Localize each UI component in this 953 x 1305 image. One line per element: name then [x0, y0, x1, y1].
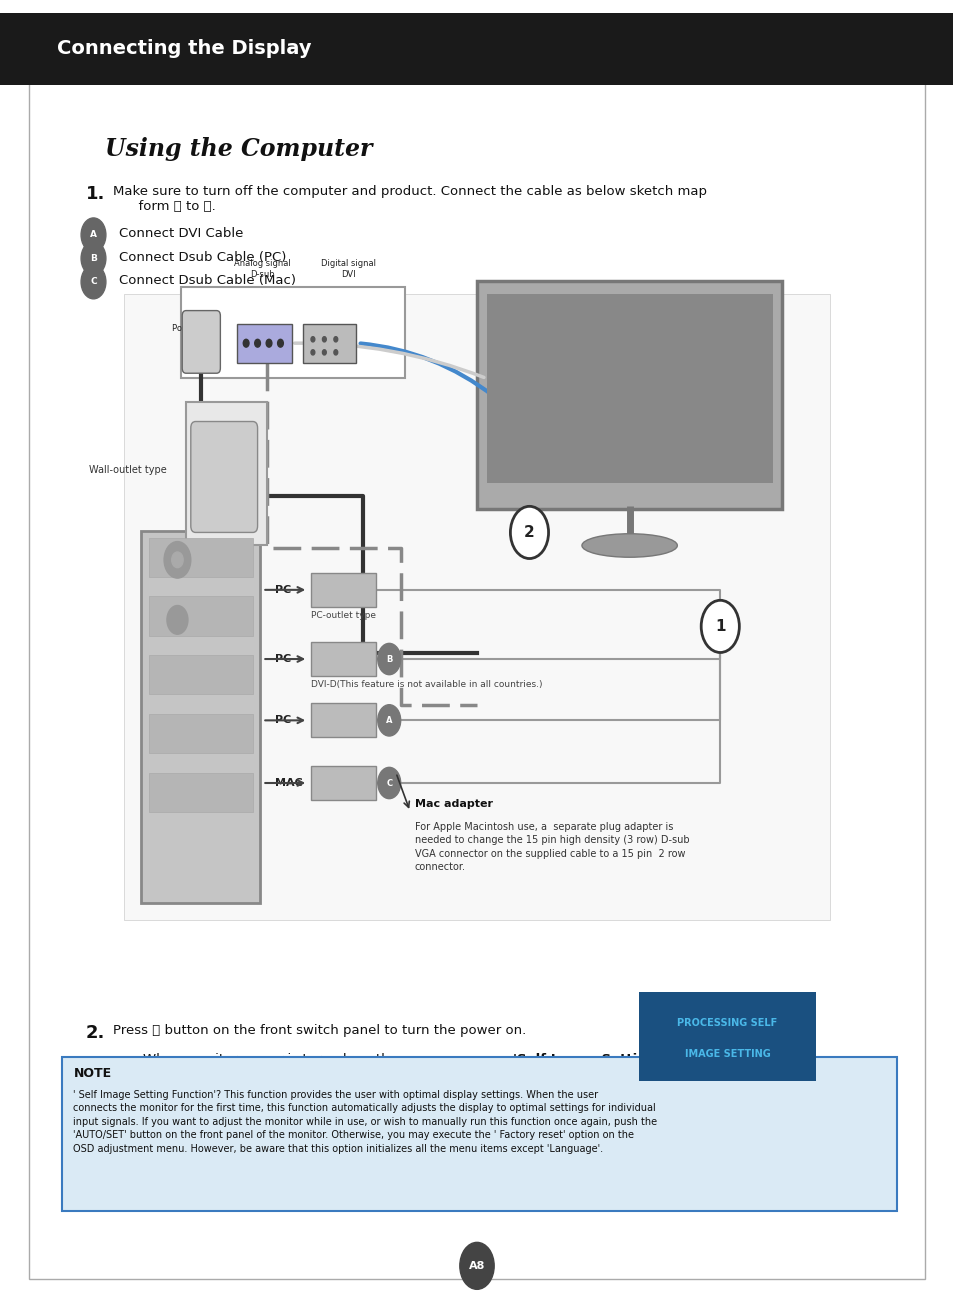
FancyBboxPatch shape — [62, 1057, 896, 1211]
Text: IMAGE SETTING: IMAGE SETTING — [684, 1049, 769, 1058]
FancyBboxPatch shape — [311, 703, 375, 737]
Text: NOTE: NOTE — [73, 1067, 112, 1081]
FancyBboxPatch shape — [191, 422, 257, 532]
Circle shape — [334, 350, 337, 355]
Circle shape — [377, 705, 400, 736]
Circle shape — [167, 606, 188, 634]
Text: Press ⏻ button on the front switch panel to turn the power on.: Press ⏻ button on the front switch panel… — [112, 1024, 525, 1037]
Text: PC-outlet type: PC-outlet type — [311, 611, 375, 620]
FancyBboxPatch shape — [236, 324, 292, 363]
Text: is executed automatically.: is executed automatically. — [246, 1082, 424, 1095]
FancyBboxPatch shape — [486, 294, 772, 483]
Circle shape — [81, 241, 106, 275]
FancyBboxPatch shape — [311, 642, 375, 676]
Text: PC: PC — [274, 585, 291, 595]
Circle shape — [243, 339, 249, 347]
FancyBboxPatch shape — [149, 655, 253, 694]
Ellipse shape — [581, 534, 677, 557]
Text: C: C — [386, 779, 392, 787]
FancyBboxPatch shape — [124, 294, 829, 920]
Text: MAC: MAC — [274, 778, 302, 788]
Text: PC: PC — [274, 715, 291, 726]
Circle shape — [266, 339, 272, 347]
Text: A: A — [386, 716, 392, 724]
FancyBboxPatch shape — [182, 311, 220, 373]
Circle shape — [377, 767, 400, 799]
Text: B: B — [386, 655, 392, 663]
Circle shape — [322, 337, 326, 342]
Text: ' Self Image Setting Function'? This function provides the user with optimal dis: ' Self Image Setting Function'? This fun… — [73, 1090, 657, 1154]
Circle shape — [377, 643, 400, 675]
Text: 1.: 1. — [86, 185, 105, 204]
FancyBboxPatch shape — [181, 287, 405, 378]
Text: Make sure to turn off the computer and product. Connect the cable as below sketc: Make sure to turn off the computer and p… — [112, 185, 706, 213]
Text: A8: A8 — [468, 1261, 485, 1271]
Circle shape — [459, 1242, 494, 1289]
Text: Function': Function' — [143, 1082, 212, 1095]
FancyBboxPatch shape — [149, 538, 253, 577]
FancyBboxPatch shape — [149, 596, 253, 636]
Text: 2: 2 — [523, 525, 535, 540]
FancyBboxPatch shape — [311, 766, 375, 800]
Text: 'Self Image Setting: 'Self Image Setting — [513, 1053, 656, 1066]
Text: Using the Computer: Using the Computer — [105, 137, 372, 161]
FancyBboxPatch shape — [0, 13, 953, 85]
FancyBboxPatch shape — [311, 573, 375, 607]
Text: C: C — [91, 278, 96, 286]
Circle shape — [81, 265, 106, 299]
Text: Connect DVI Cable: Connect DVI Cable — [119, 227, 243, 240]
Text: 2.: 2. — [86, 1024, 105, 1043]
Circle shape — [81, 218, 106, 252]
Text: Analog signal
D-sub: Analog signal D-sub — [233, 260, 291, 279]
FancyBboxPatch shape — [476, 281, 781, 509]
Text: Mac adapter: Mac adapter — [415, 799, 493, 809]
Text: (Only Analog Mode): (Only Analog Mode) — [143, 1111, 274, 1124]
Text: Power Cord: Power Cord — [172, 325, 219, 333]
Circle shape — [510, 506, 548, 559]
Text: Connect Dsub Cable (PC): Connect Dsub Cable (PC) — [119, 251, 286, 264]
FancyBboxPatch shape — [303, 324, 355, 363]
Text: When monitor power is turned on, the: When monitor power is turned on, the — [143, 1053, 402, 1066]
Circle shape — [334, 337, 337, 342]
FancyBboxPatch shape — [141, 531, 260, 903]
Circle shape — [311, 337, 314, 342]
Circle shape — [254, 339, 260, 347]
Circle shape — [700, 600, 739, 652]
FancyBboxPatch shape — [186, 402, 267, 545]
Text: Digital signal
DVI: Digital signal DVI — [320, 260, 375, 279]
Text: DVI-D(This feature is not available in all countries.): DVI-D(This feature is not available in a… — [311, 680, 542, 689]
Text: B: B — [90, 254, 97, 262]
FancyBboxPatch shape — [149, 714, 253, 753]
Circle shape — [164, 542, 191, 578]
Text: Connecting the Display: Connecting the Display — [57, 39, 312, 59]
FancyBboxPatch shape — [639, 992, 815, 1081]
Circle shape — [277, 339, 283, 347]
Text: Connect Dsub Cable (Mac): Connect Dsub Cable (Mac) — [119, 274, 296, 287]
Text: 1: 1 — [714, 619, 725, 634]
Text: PC: PC — [274, 654, 291, 664]
Circle shape — [311, 350, 314, 355]
Text: Wall-outlet type: Wall-outlet type — [90, 465, 167, 475]
Text: For Apple Macintosh use, a  separate plug adapter is
needed to change the 15 pin: For Apple Macintosh use, a separate plug… — [415, 822, 689, 872]
Text: PROCESSING SELF: PROCESSING SELF — [677, 1018, 777, 1028]
FancyBboxPatch shape — [149, 773, 253, 812]
Text: A: A — [90, 231, 97, 239]
Circle shape — [322, 350, 326, 355]
Circle shape — [172, 552, 183, 568]
